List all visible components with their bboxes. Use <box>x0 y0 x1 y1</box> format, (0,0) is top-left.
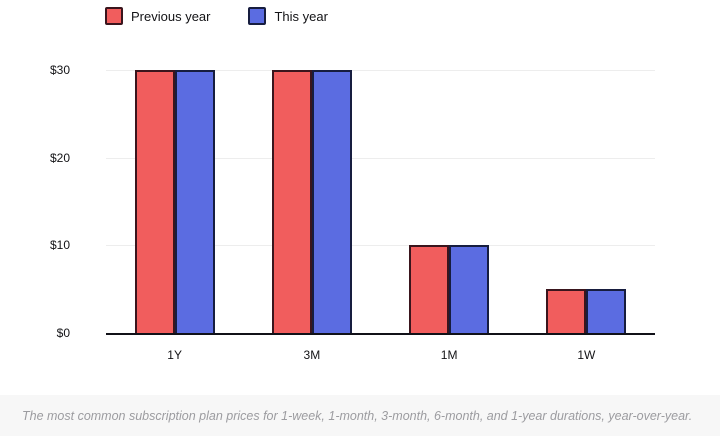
y-tick-label: $30 <box>49 63 70 77</box>
legend-swatch-this-year <box>248 7 267 25</box>
x-tick-label: 1W <box>577 348 596 362</box>
gridline <box>106 157 655 159</box>
y-tick-label: $0 <box>56 326 70 340</box>
bar-group-1m <box>409 70 490 333</box>
bar-group-3m <box>271 70 352 333</box>
gridline <box>106 70 655 71</box>
chart-caption: The most common subscription plan prices… <box>22 408 693 423</box>
plot-area <box>106 70 655 335</box>
x-tick-label: 1M <box>440 348 458 362</box>
legend-label-previous-year: Previous year <box>131 8 211 24</box>
y-tick-label: $20 <box>49 150 70 165</box>
legend-swatch-previous-year <box>105 7 123 25</box>
x-tick-label: 1Y <box>167 348 182 362</box>
y-tick-label: $10 <box>49 238 70 253</box>
bar-3m-this-year <box>311 70 352 333</box>
bar-1w-previous-year <box>546 289 587 333</box>
legend-label-this-year: This year <box>274 8 328 24</box>
bar-1m-this-year <box>449 245 490 333</box>
bar-1y-previous-year <box>134 70 175 333</box>
bar-1w-this-year <box>586 289 627 333</box>
legend-item-this-year: This year <box>248 7 328 25</box>
bar-1m-previous-year <box>409 245 450 333</box>
legend: Previous year This year <box>105 7 328 25</box>
bar-group-1w <box>546 70 627 333</box>
legend-item-previous-year: Previous year <box>105 7 210 25</box>
bar-group-1y <box>134 70 215 333</box>
bar-1y-this-year <box>174 70 215 333</box>
x-tick-label: 3M <box>303 348 321 362</box>
bar-3m-previous-year <box>271 70 312 333</box>
caption-strip: The most common subscription plan prices… <box>0 395 720 436</box>
gridline <box>106 245 655 247</box>
